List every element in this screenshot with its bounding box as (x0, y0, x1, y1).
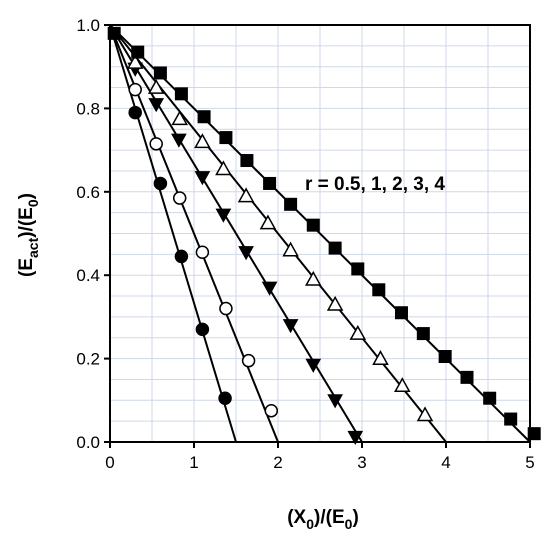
data-point-open-triangle (259, 214, 277, 230)
x-tick-label: 0 (105, 453, 114, 472)
data-point-filled-square (174, 87, 188, 101)
data-point-filled-square (504, 412, 518, 426)
data-point-open-triangle (147, 79, 165, 94)
plot-frame (109, 24, 531, 443)
y-tick-label: 0.0 (76, 433, 100, 452)
x-axis-title-part: (X (287, 507, 306, 528)
data-point-open-triangle (171, 110, 188, 126)
y-tick-label: 0.6 (76, 183, 100, 202)
data-point-filled-triangle (215, 208, 232, 223)
data-point-filled-square (394, 306, 408, 320)
data-point-filled-circle (153, 176, 168, 191)
data-point-filled-triangle (305, 358, 322, 373)
x-tick-label: 3 (357, 453, 366, 472)
y-axis-title-part: (E (16, 258, 37, 277)
data-point-open-triangle (305, 270, 322, 286)
data-point-open-circle (264, 403, 279, 418)
y-axis-title: (Eact)/(E0) (16, 193, 41, 277)
data-point-filled-triangle (194, 171, 211, 186)
data-point-filled-circle (174, 249, 189, 264)
x-axis-title-subscript: 0 (306, 516, 314, 532)
data-point-filled-square (284, 197, 298, 211)
data-point-open-circle (195, 245, 210, 260)
data-point-filled-square (306, 218, 320, 232)
data-point-filled-circle (195, 322, 210, 337)
y-tick-label: 0.4 (76, 266, 100, 285)
data-point-filled-triangle (171, 133, 187, 148)
x-tick-label: 4 (441, 453, 450, 472)
y-tick-label: 0.2 (76, 350, 100, 369)
data-point-filled-square (328, 241, 342, 255)
x-axis-title-part: )/(E (314, 507, 345, 528)
data-point-open-triangle (349, 325, 367, 340)
data-point-filled-square (153, 66, 167, 80)
series-fit-line (109, 24, 447, 443)
x-axis-title: (X0)/(E0) (287, 507, 359, 532)
data-point-filled-triangle (282, 319, 299, 334)
data-point-open-circle (128, 82, 142, 97)
data-point-filled-square (263, 176, 277, 190)
data-point-filled-square (351, 262, 365, 276)
data-point-filled-square (131, 45, 145, 59)
grid (110, 25, 530, 442)
x-axis-title-part: ) (352, 507, 358, 528)
data-point-filled-triangle (148, 98, 165, 113)
data-point-open-circle (241, 353, 256, 368)
data-markers (107, 26, 541, 446)
y-axis-title-part: )/(E (16, 207, 37, 238)
data-point-filled-square (240, 154, 254, 168)
data-point-filled-triangle (347, 430, 364, 446)
y-axis-title-subscript: act (25, 237, 41, 258)
data-point-open-circle (219, 301, 233, 316)
data-point-filled-square (460, 370, 474, 384)
data-point-filled-square (372, 283, 386, 297)
data-point-open-triangle (372, 350, 389, 365)
x-axis-title-subscript: 0 (345, 516, 353, 532)
data-point-filled-triangle (261, 281, 278, 296)
data-point-filled-triangle (327, 394, 343, 409)
data-point-open-triangle (394, 377, 411, 393)
data-point-filled-square (527, 427, 541, 441)
y-axis-title-subscript: 0 (25, 199, 41, 207)
series-fit-line (109, 24, 363, 443)
data-point-open-triangle (326, 295, 344, 311)
data-point-filled-circle (218, 391, 232, 405)
data-point-filled-square (197, 110, 211, 124)
data-point-filled-square (107, 26, 121, 40)
axis-ticks: 0 1 2 3 4 5 0.0 0.2 0.4 0.6 0.8 1.0 (76, 16, 534, 472)
data-point-filled-square (416, 327, 430, 341)
data-point-filled-square (219, 131, 233, 145)
data-point-open-triangle (416, 406, 434, 422)
y-tick-label: 0.8 (76, 99, 100, 118)
r-values-annotation: r = 0.5, 1, 2, 3, 4 (305, 174, 445, 195)
data-point-open-triangle (194, 133, 211, 149)
data-point-open-triangle (237, 187, 255, 203)
data-point-open-circle (149, 137, 163, 151)
data-point-filled-triangle (238, 246, 254, 261)
x-tick-label: 1 (189, 453, 198, 472)
data-point-filled-square (438, 350, 452, 364)
x-tick-label: 5 (525, 453, 534, 472)
y-axis-title-part: ) (16, 193, 37, 199)
data-point-filled-circle (128, 105, 142, 120)
data-point-open-triangle (215, 160, 232, 176)
data-point-open-triangle (126, 53, 144, 69)
data-point-filled-square (483, 391, 497, 405)
data-point-open-circle (172, 191, 187, 205)
x-tick-label: 2 (273, 453, 282, 472)
data-point-open-triangle (282, 241, 299, 257)
y-tick-label: 1.0 (76, 16, 100, 35)
